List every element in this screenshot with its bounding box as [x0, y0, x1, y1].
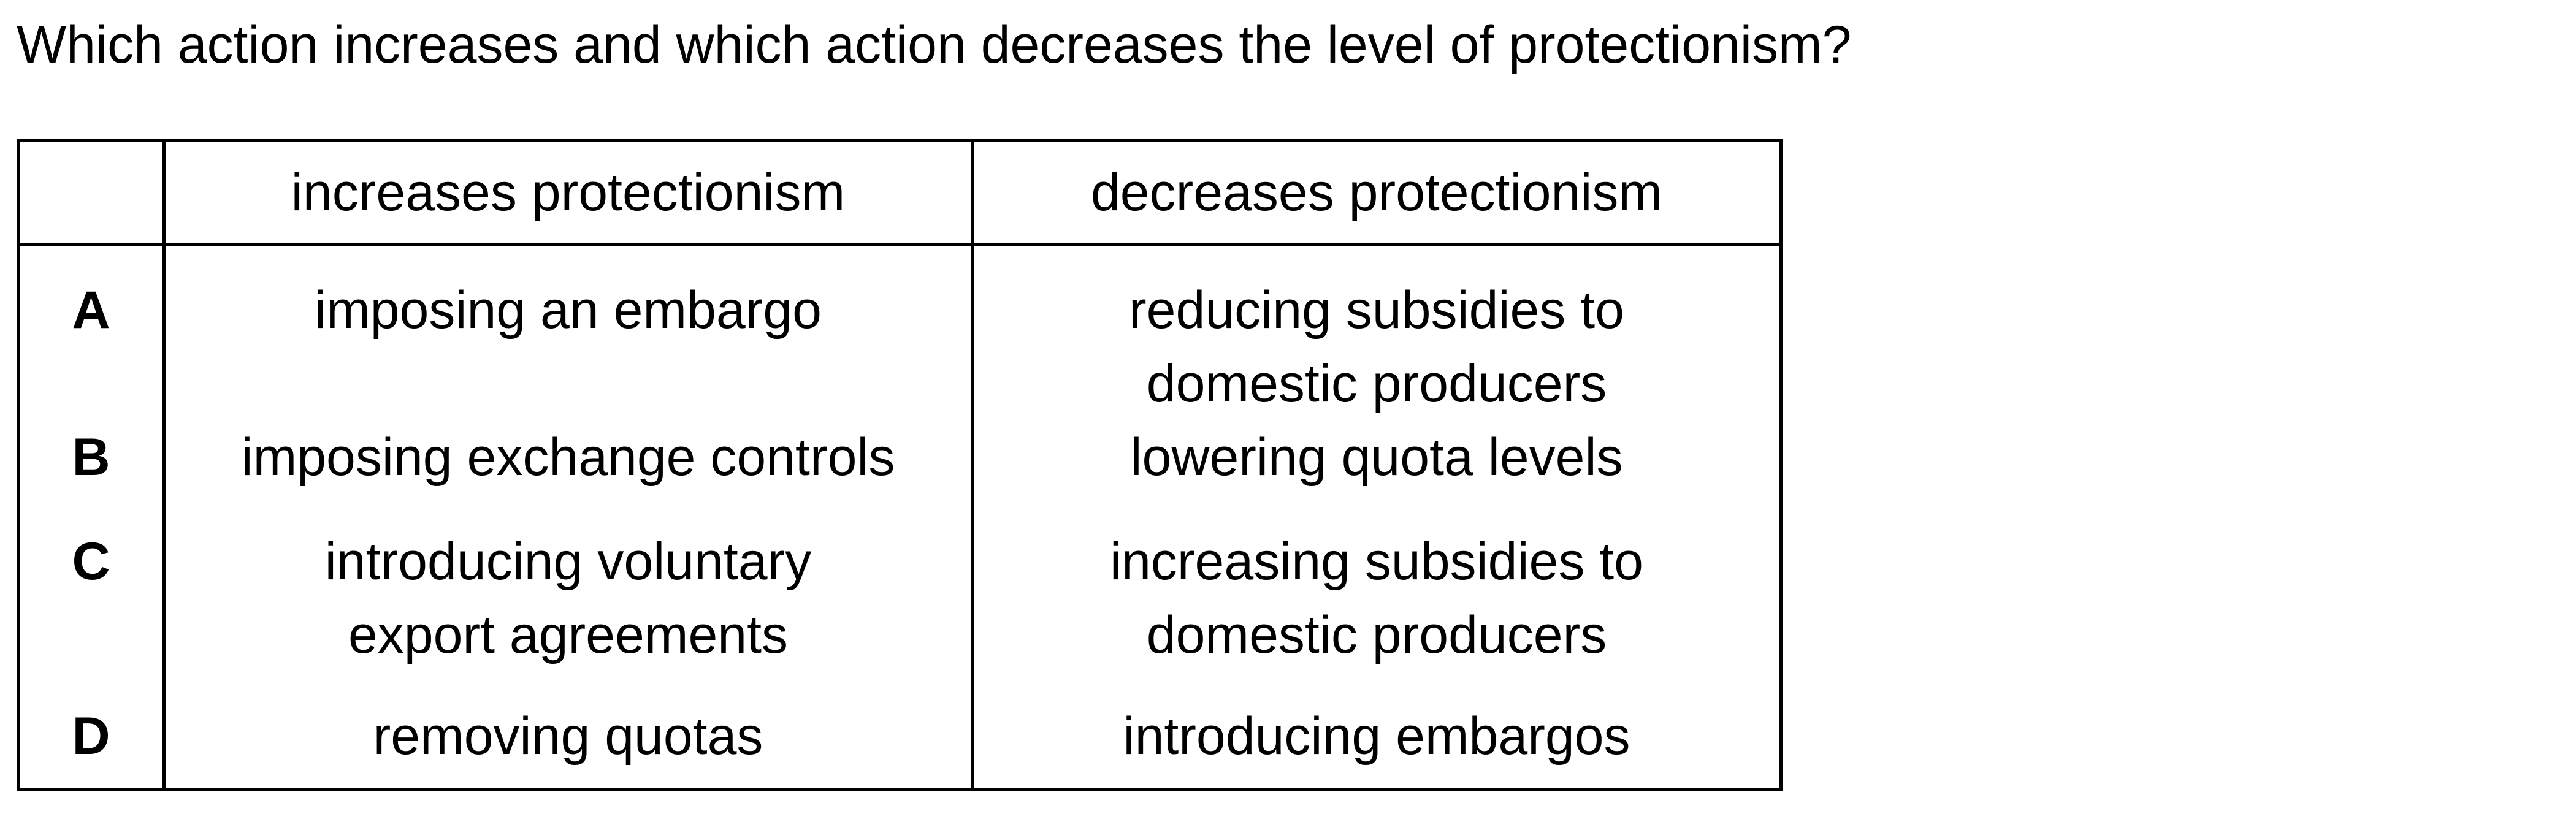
cell-line: introducing voluntary	[324, 532, 812, 591]
cell-line: domestic producers	[1146, 354, 1607, 413]
option-letter: D	[17, 699, 166, 791]
option-row-a[interactable]: A imposing an embargo reducing subsidies…	[17, 244, 1783, 421]
header-decreases: decreases protectionism	[971, 139, 1783, 246]
header-letter-cell	[17, 139, 166, 246]
cell-line: domestic producers	[1146, 606, 1607, 664]
decreases-cell: increasing subsidies to domestic produce…	[971, 519, 1783, 699]
question-text: Which action increases and which action …	[17, 15, 1852, 74]
cell-line: introducing embargos	[1123, 707, 1630, 766]
options-table: increases protectionism decreases protec…	[17, 139, 1783, 791]
cell-line: increasing subsidies to	[1109, 532, 1644, 591]
cell-line: export agreements	[348, 606, 789, 664]
increases-cell: imposing exchange controls	[162, 421, 974, 519]
option-letter: B	[17, 421, 166, 519]
cell-line: imposing an embargo	[314, 281, 822, 340]
option-row-d[interactable]: D removing quotas introducing embargos	[17, 699, 1783, 791]
increases-cell: imposing an embargo	[162, 244, 974, 421]
cell-line: lowering quota levels	[1130, 428, 1623, 487]
option-letter: A	[17, 244, 166, 421]
option-row-c[interactable]: C introducing voluntary export agreement…	[17, 519, 1783, 699]
cell-line: removing quotas	[373, 707, 763, 766]
increases-cell: removing quotas	[162, 699, 974, 791]
decreases-cell: reducing subsidies to domestic producers	[971, 244, 1783, 421]
option-letter: C	[17, 519, 166, 699]
cell-line: reducing subsidies to	[1129, 281, 1624, 340]
header-increases: increases protectionism	[162, 139, 974, 246]
option-row-b[interactable]: B imposing exchange controls lowering qu…	[17, 421, 1783, 519]
increases-cell: introducing voluntary export agreements	[162, 519, 974, 699]
cell-line: imposing exchange controls	[241, 428, 895, 487]
decreases-cell: lowering quota levels	[971, 421, 1783, 519]
decreases-cell: introducing embargos	[971, 699, 1783, 791]
header-row: increases protectionism decreases protec…	[17, 139, 1783, 246]
